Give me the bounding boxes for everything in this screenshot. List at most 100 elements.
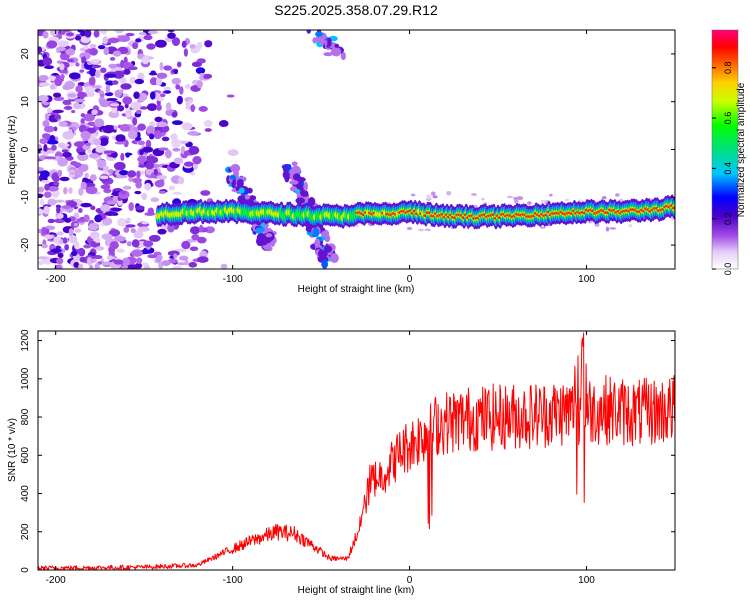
heatmap-cell bbox=[146, 43, 156, 50]
heatmap-cell bbox=[83, 244, 91, 249]
heatmap-cell bbox=[120, 190, 127, 195]
heatmap-cell bbox=[133, 91, 140, 99]
heatmap-cell bbox=[62, 151, 72, 158]
heatmap-cell bbox=[113, 259, 124, 265]
snr-series-line bbox=[38, 332, 675, 570]
heatmap-cell bbox=[38, 208, 45, 215]
y-tick-label: 800 bbox=[20, 408, 31, 425]
heatmap-cell bbox=[143, 34, 153, 41]
heatmap-cell bbox=[289, 186, 298, 192]
heatmap-cell bbox=[69, 169, 76, 174]
heatmap-cell bbox=[185, 100, 191, 107]
colorbar-tick-label: 0.0 bbox=[723, 263, 733, 276]
heatmap-cell bbox=[284, 175, 290, 183]
heatmap-cell bbox=[128, 202, 135, 212]
heatmap-cell bbox=[86, 257, 93, 266]
heatmap-cell bbox=[39, 198, 45, 206]
colorbar-tick-label: 0.2 bbox=[723, 212, 733, 225]
heatmap-cell bbox=[513, 196, 518, 201]
heatmap-cell bbox=[306, 20, 316, 29]
heatmap-cell bbox=[198, 105, 208, 112]
heatmap-cell bbox=[67, 93, 77, 98]
heatmap-cell bbox=[158, 147, 169, 151]
heatmap-cell bbox=[203, 120, 213, 128]
heatmap-cell bbox=[246, 187, 253, 194]
heatmap-cell bbox=[197, 256, 209, 263]
heatmap-cell bbox=[136, 257, 143, 264]
heatmap-cell bbox=[177, 262, 187, 266]
heatmap-cell bbox=[61, 149, 69, 153]
heatmap-cell bbox=[184, 83, 191, 90]
colorbar: 0.0 0.2 0.4 0.6 0.8 Normalized spectral ampl… bbox=[711, 29, 747, 276]
heatmap-cell bbox=[56, 257, 64, 265]
heatmap-cell bbox=[115, 134, 126, 143]
heatmap-cell bbox=[44, 183, 50, 191]
heatmap-cell bbox=[155, 39, 167, 48]
heatmap-cell bbox=[73, 261, 80, 269]
heatmap-cell bbox=[44, 156, 57, 160]
heatmap-cell bbox=[104, 73, 117, 78]
colorbar-tick-label: 0.8 bbox=[723, 61, 733, 74]
heatmap-cell bbox=[119, 77, 127, 84]
heatmap-cell bbox=[64, 217, 72, 223]
heatmap-cell bbox=[38, 46, 43, 54]
heatmap-cell bbox=[73, 102, 82, 110]
heatmap-cell bbox=[340, 51, 346, 61]
heatmap-cell bbox=[41, 244, 49, 249]
heatmap-cell bbox=[59, 63, 65, 71]
heatmap-cell bbox=[117, 105, 125, 112]
heatmap-cell bbox=[73, 223, 78, 227]
heatmap-cell bbox=[315, 31, 323, 37]
heatmap-cell bbox=[149, 91, 156, 100]
top-y-axis: -20 -10 0 10 20 bbox=[20, 48, 675, 252]
heatmap-cell bbox=[406, 226, 413, 231]
heatmap-cell bbox=[153, 168, 158, 176]
heatmap-cell bbox=[147, 207, 155, 216]
bottom-x-axis-label: Height of straight line (km) bbox=[298, 585, 415, 596]
heatmap-cell bbox=[171, 37, 181, 47]
heatmap-cell bbox=[89, 43, 97, 49]
heatmap-cell bbox=[62, 99, 72, 105]
x-tick-label: 0 bbox=[407, 575, 413, 586]
heatmap-cell bbox=[116, 248, 125, 253]
heatmap-cell bbox=[81, 56, 87, 65]
heatmap-cell bbox=[171, 111, 178, 118]
heatmap-cell bbox=[172, 147, 181, 152]
heatmap-cell bbox=[189, 44, 196, 49]
heatmap-cell bbox=[105, 84, 110, 94]
heatmap-cell bbox=[38, 186, 45, 193]
heatmap-cell bbox=[122, 185, 132, 190]
heatmap-cell bbox=[145, 161, 155, 170]
heatmap-cell bbox=[43, 65, 54, 70]
heatmap-cell bbox=[156, 175, 168, 180]
heatmap-cell bbox=[480, 197, 485, 201]
heatmap-cell bbox=[75, 85, 83, 93]
heatmap-cell bbox=[134, 78, 145, 85]
heatmap-cell bbox=[163, 65, 173, 71]
heatmap-cell bbox=[38, 256, 49, 260]
heatmap-cell bbox=[106, 255, 114, 261]
heatmap-cell bbox=[291, 165, 301, 175]
heatmap-cell bbox=[147, 30, 159, 35]
heatmap-cell bbox=[40, 170, 50, 178]
heatmap-cell bbox=[142, 246, 155, 254]
heatmap-cell bbox=[134, 136, 142, 141]
heatmap-cell bbox=[549, 193, 553, 197]
heatmap-cell bbox=[56, 231, 64, 236]
heatmap-cell bbox=[255, 227, 265, 234]
heatmap-cell bbox=[58, 142, 66, 149]
heatmap-cell bbox=[155, 121, 168, 128]
y-tick-label: 20 bbox=[20, 48, 31, 60]
heatmap-cell bbox=[173, 253, 178, 259]
heatmap-cell bbox=[63, 187, 68, 195]
heatmap-cell bbox=[295, 197, 305, 204]
heatmap-cell bbox=[605, 226, 610, 232]
heatmap-cell bbox=[47, 185, 59, 192]
heatmap-cell bbox=[84, 30, 92, 38]
heatmap-cell bbox=[103, 46, 109, 56]
heatmap-cell bbox=[132, 117, 138, 126]
heatmap-cell bbox=[56, 206, 61, 214]
heatmap-cell bbox=[94, 262, 100, 269]
heatmap-cell bbox=[102, 125, 115, 134]
heatmap-cell bbox=[89, 47, 98, 56]
